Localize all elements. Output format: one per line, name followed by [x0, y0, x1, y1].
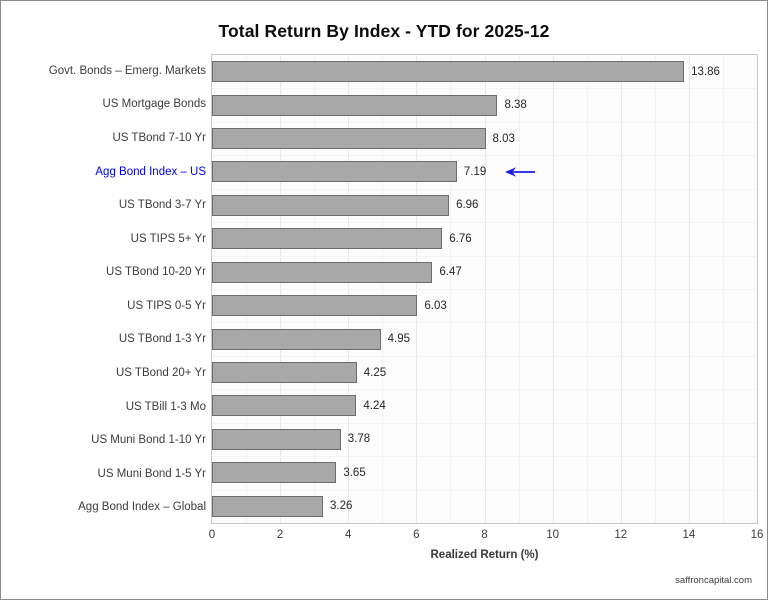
value-label: 6.96 [456, 199, 479, 212]
value-label: 8.38 [504, 99, 527, 112]
value-label: 3.78 [347, 433, 371, 446]
horizontal-gridline [212, 389, 757, 391]
value-label: 8.03 [492, 132, 515, 145]
gridlines [212, 55, 757, 523]
y-axis-label: US TBond 7-10 Yr [112, 131, 206, 144]
bar-row: 6.76 [212, 222, 757, 255]
y-axis-label-highlighted: Agg Bond Index – US [95, 165, 206, 178]
bar-row: 3.78 [212, 423, 757, 456]
horizontal-gridline [212, 155, 757, 157]
y-axis-label: US Mortgage Bonds [102, 98, 206, 111]
bar-row: 6.96 [212, 189, 757, 222]
x-axis-ticks: 0 2 4 6 8 10 12 14 16 [208, 529, 764, 543]
x-axis-tick-label: 0 [208, 529, 216, 541]
y-axis-label: US Muni Bond 1-5 Yr [97, 467, 206, 480]
horizontal-gridline [212, 489, 757, 491]
bar [212, 161, 457, 183]
bar-row: 13.86 [212, 55, 757, 88]
bar [212, 462, 337, 484]
x-axis-label: Realized Return (%) [430, 549, 539, 561]
bar-row: 8.03 [212, 122, 757, 155]
y-axis-label: US TBill 1-3 Mo [125, 400, 206, 413]
x-axis-tick-label: 8 [481, 529, 488, 541]
y-axis-label: Govt. Bonds – Emerg. Markets [48, 64, 206, 77]
horizontal-gridline [212, 289, 757, 290]
x-axis-tick-label: 14 [682, 529, 696, 541]
bar [212, 395, 357, 417]
y-axis-label: Agg Bond Index – Global [78, 501, 206, 514]
value-label: 6.03 [424, 299, 447, 312]
horizontal-gridline [212, 355, 757, 357]
x-axis-tick-label: 12 [614, 529, 628, 541]
bar-row: 4.24 [212, 389, 757, 422]
bar [212, 261, 433, 283]
value-label: 7.19 [463, 165, 487, 178]
horizontal-gridline [212, 188, 757, 190]
bar [212, 128, 486, 150]
value-label: 4.95 [387, 333, 410, 346]
y-axis-label: US TIPS 0-5 Yr [127, 299, 206, 312]
highlight-left-arrow-icon [505, 167, 536, 177]
bar [212, 228, 443, 250]
y-axis-label: US TBond 10-20 Yr [106, 266, 206, 279]
horizontal-gridline [212, 322, 757, 324]
horizontal-gridline [212, 422, 757, 424]
horizontal-gridline [212, 121, 757, 123]
y-axis-labels: Govt. Bonds – Emerg. Markets US Mortgage … [9, 54, 206, 524]
value-label: 13.86 [691, 65, 720, 78]
bar [212, 94, 498, 116]
x-axis-tick-label: 16 [750, 529, 764, 541]
bar-row: 6.03 [212, 289, 757, 322]
horizontal-gridline [212, 456, 757, 458]
x-axis-tick-label: 10 [546, 529, 560, 541]
value-label: 3.26 [330, 500, 353, 513]
y-axis-label: US TBond 20+ Yr [115, 366, 206, 379]
x-axis-tick-label: 2 [276, 529, 284, 541]
horizontal-gridline [212, 255, 757, 257]
value-label: 6.76 [449, 232, 472, 245]
bar [212, 61, 685, 83]
source-credit: saffroncapital.com [675, 575, 752, 586]
bar-row: 8.38 [212, 88, 757, 121]
bar [212, 428, 341, 450]
bar-row: 3.65 [212, 456, 757, 489]
value-label: 3.65 [343, 466, 366, 479]
value-label: 4.24 [363, 399, 386, 412]
bar-row: 4.25 [212, 356, 757, 389]
bar [212, 295, 418, 317]
horizontal-gridline [212, 88, 757, 90]
value-label: 6.47 [439, 266, 462, 279]
bar-row: 3.26 [212, 489, 757, 522]
bar-row: 6.47 [212, 256, 757, 289]
y-axis-label: US TIPS 5+ Yr [130, 232, 206, 245]
bar-rows: 13.86 8.38 8.03 7.19 6.96 6.76 6.47 6.03 4.95 4.2… [212, 55, 757, 523]
x-axis-tick-label: 6 [413, 529, 420, 541]
bar [212, 328, 381, 350]
value-label: 4.25 [363, 366, 387, 379]
bar [212, 495, 324, 517]
bar-row: 7.19 [212, 155, 757, 188]
x-axis-tick-label: 4 [345, 529, 352, 541]
chart-title: Total Return By Index - YTD for 2025-12 [218, 21, 550, 41]
y-axis-label: US Muni Bond 1-10 Yr [91, 434, 206, 447]
y-axis-label: US TBond 1-3 Yr [118, 333, 206, 346]
horizontal-gridline [212, 222, 757, 224]
y-axis-label: US TBond 3-7 Yr [118, 199, 206, 212]
bar-row: 4.95 [212, 322, 757, 355]
plot-area: 13.86 8.38 8.03 7.19 6.96 6.76 6.47 6.03 4.95 4.2… [211, 54, 758, 524]
bar [212, 362, 357, 383]
bar [212, 194, 450, 216]
